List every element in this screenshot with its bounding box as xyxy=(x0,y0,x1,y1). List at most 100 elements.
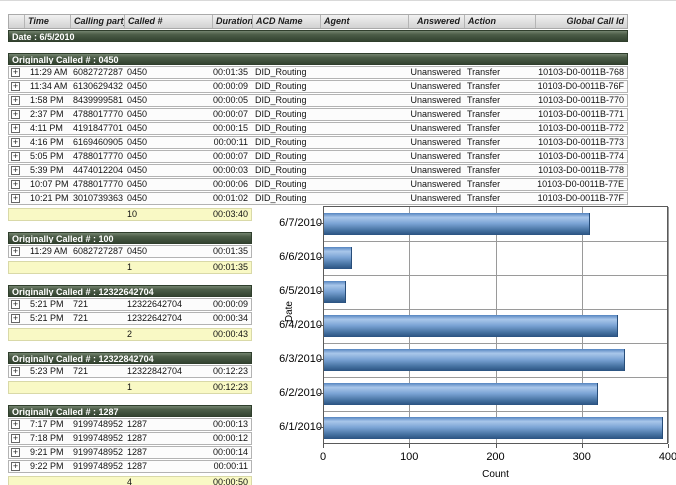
column-header-time: Time xyxy=(25,15,71,28)
expand-row-button[interactable]: + xyxy=(11,95,20,105)
x-tick-label-400: 400 xyxy=(658,451,676,463)
y-category-label-6/5/2010: 6/5/2010 xyxy=(279,285,322,297)
x-tick-mark-200 xyxy=(495,444,497,448)
expand-cell: + xyxy=(9,433,25,444)
cell-answered: Unanswered xyxy=(410,137,461,147)
cell-action: Transfer xyxy=(467,81,501,91)
expand-cell: + xyxy=(9,67,25,78)
cell-time: 9:21 PM xyxy=(30,447,64,457)
call-row: +11:29 AM 6082727287 0450 00:01:35 DID_Routi… xyxy=(8,66,628,79)
call-group-2: Originally Called # : 12322642704 +5:21 P… xyxy=(8,285,628,341)
call-row: +4:11 PM 4191847701 0450 00:00:15 DID_Routin… xyxy=(8,122,628,135)
cell-time: 9:22 PM xyxy=(30,461,64,471)
cell-answered: Unanswered xyxy=(410,123,461,133)
cell-duration: 00:00:12 xyxy=(213,433,249,443)
expand-row-button[interactable]: + xyxy=(11,299,20,309)
cell-time: 5:05 PM xyxy=(30,151,64,161)
cell-calling-party: 9199748952 xyxy=(73,419,124,429)
y-tick-mark-6/2/2010 xyxy=(318,393,323,394)
cell-called: 12322642704 xyxy=(127,313,183,323)
originally-called-group-header: Originally Called # : 100 xyxy=(8,232,252,244)
call-row: +11:29 AM 6082727287 0450 00:01:35 xyxy=(8,245,252,258)
originally-called-group-header: Originally Called # : 12322842704 xyxy=(8,352,252,364)
summary-spacer xyxy=(9,262,25,273)
cell-agent xyxy=(321,81,409,92)
cell-calling-party: 9199748952 xyxy=(73,447,124,457)
bar-6/4/2010 xyxy=(324,315,618,337)
call-row: +5:21 PM 721 12322642704 00:00:09 xyxy=(8,298,252,311)
bar-6/2/2010 xyxy=(324,383,598,405)
expand-row-button[interactable]: + xyxy=(11,67,20,77)
cell-global-call-id: 10103-D0-0011B-774 xyxy=(538,151,624,161)
expand-row-button[interactable]: + xyxy=(11,179,20,189)
call-row: +10:07 PM 4788017770 0450 00:00:06 DID_Routi… xyxy=(8,178,628,191)
expand-row-button[interactable]: + xyxy=(11,109,20,119)
cell-acd-name: DID_Routing xyxy=(255,179,307,189)
cell-duration: 00:00:13 xyxy=(213,419,249,429)
cell-called: 0450 xyxy=(127,123,148,133)
group-summary-row: 2 00:00:43 xyxy=(8,328,252,341)
summary-total-duration: 00:00:50 xyxy=(213,477,249,485)
expand-row-button[interactable]: + xyxy=(11,246,20,256)
cell-duration: 00:00:11 xyxy=(213,461,248,471)
y-tick-mark-6/1/2010 xyxy=(318,427,323,428)
y-category-label-6/1/2010: 6/1/2010 xyxy=(279,421,322,433)
expand-row-button[interactable]: + xyxy=(11,81,20,91)
cell-agent xyxy=(321,123,409,134)
expand-row-button[interactable]: + xyxy=(11,461,20,471)
cell-called: 0450 xyxy=(127,109,148,119)
cell-called: 12322642704 xyxy=(127,299,183,309)
gridline-y-4 xyxy=(324,343,667,344)
cell-calling-party: 4788017770 xyxy=(73,179,124,189)
cell-called: 1287 xyxy=(127,433,148,443)
cell-agent xyxy=(321,137,409,148)
expand-row-button[interactable]: + xyxy=(11,366,20,376)
y-category-label-6/4/2010: 6/4/2010 xyxy=(279,319,322,331)
expand-cell: + xyxy=(9,366,25,377)
cell-time: 5:21 PM xyxy=(30,313,64,323)
expand-row-button[interactable]: + xyxy=(11,419,20,429)
call-row: +5:21 PM 721 12322642704 00:00:34 xyxy=(8,312,252,325)
expand-cell: + xyxy=(9,461,25,472)
cell-answered: Unanswered xyxy=(410,179,461,189)
cell-answered: Unanswered xyxy=(410,109,461,119)
cell-duration: 00:00:09 xyxy=(213,81,249,91)
cell-acd-name: DID_Routing xyxy=(255,165,307,175)
cell-calling-party: 6169460905 xyxy=(73,137,124,147)
cell-time: 11:29 AM xyxy=(30,246,68,256)
cell-duration: 00:00:34 xyxy=(213,313,249,323)
cell-action: Transfer xyxy=(467,109,501,119)
cell-answered: Unanswered xyxy=(410,165,461,175)
cell-answered: Unanswered xyxy=(410,193,461,203)
cell-time: 11:34 AM xyxy=(30,81,68,91)
summary-call-count: 10 xyxy=(127,209,138,219)
originally-called-group-header: Originally Called # : 1287 xyxy=(8,405,252,417)
bar-6/3/2010 xyxy=(324,349,625,371)
cell-called: 0450 xyxy=(127,95,148,105)
summary-spacer xyxy=(71,477,125,485)
expand-row-button[interactable]: + xyxy=(11,137,20,147)
expand-row-button[interactable]: + xyxy=(11,433,20,443)
expand-row-button[interactable]: + xyxy=(11,123,20,133)
expand-row-button[interactable]: + xyxy=(11,313,20,323)
expand-row-button[interactable]: + xyxy=(11,151,20,161)
x-tick-label-200: 200 xyxy=(486,451,505,463)
call-row: +9:22 PM 9199748952 1287 00:00:11 xyxy=(8,460,252,473)
expand-cell: + xyxy=(9,419,25,430)
column-header-global-call-id: Global Call Id xyxy=(566,16,624,26)
cell-calling-party: 721 xyxy=(73,313,89,323)
x-tick-label-100: 100 xyxy=(400,451,419,463)
expand-row-button[interactable]: + xyxy=(11,165,20,175)
expand-row-button[interactable]: + xyxy=(11,193,20,203)
column-header-called: Called # xyxy=(125,15,213,28)
summary-spacer xyxy=(25,209,71,220)
call-row: +11:34 AM 6130629432 0450 00:00:09 DID_Routi… xyxy=(8,80,628,93)
cell-duration: 00:01:35 xyxy=(213,67,249,77)
originally-called-group-header: Originally Called # : 12322642704 xyxy=(8,285,252,297)
expand-cell: + xyxy=(9,95,25,106)
cell-time: 7:17 PM xyxy=(30,419,64,429)
cell-calling-party: 4191847701 xyxy=(73,123,124,133)
chart-plot-area xyxy=(323,206,669,444)
expand-row-button[interactable]: + xyxy=(11,447,20,457)
